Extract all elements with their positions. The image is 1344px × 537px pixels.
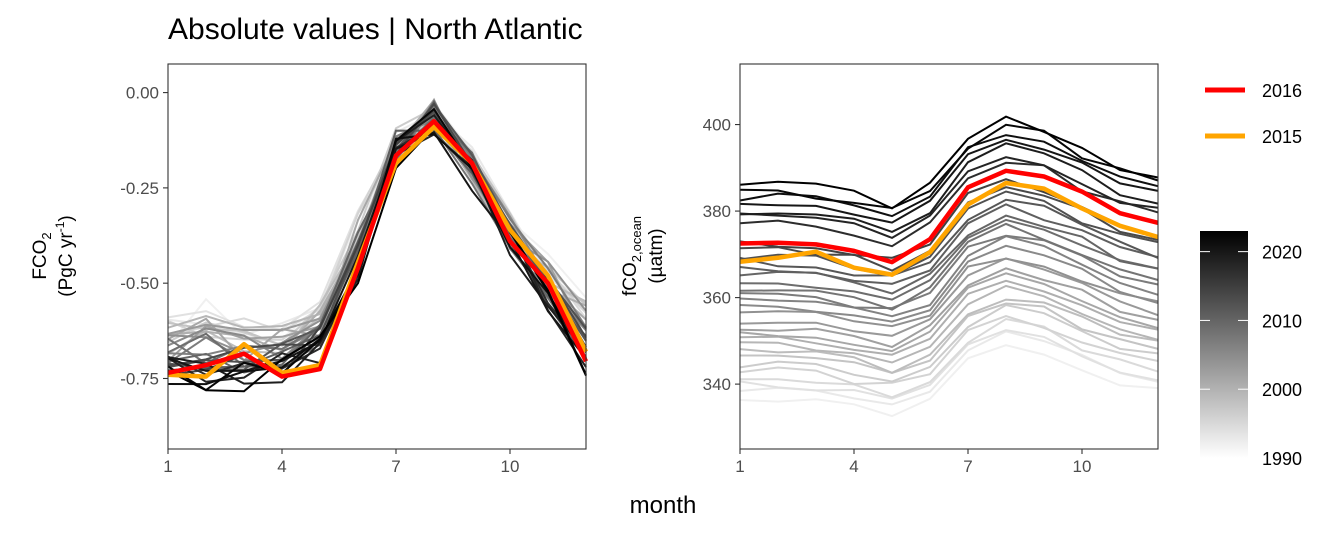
x-tick-label: 4 (277, 457, 286, 476)
y-tick-label: -0.50 (120, 274, 159, 293)
year-line (739, 203, 1159, 285)
colorbar-ticks: 2020 2010 2000 1990 (1200, 243, 1302, 469)
series-line-2016 (739, 168, 1159, 265)
year-line (167, 126, 587, 393)
series-line-2015 (739, 180, 1159, 277)
fco2-x-ticks: 1 4 7 10 (163, 449, 519, 476)
fco2-y-label-line1: FCO2 (30, 232, 54, 279)
year-line (739, 257, 1159, 337)
x-tick-label: 4 (849, 457, 858, 476)
series-line-2016 (167, 118, 589, 379)
year-line (739, 222, 1159, 311)
year-colorbar (1200, 231, 1248, 458)
panel-fco2-ocean: 400 380 360 340 1 4 7 10 fCO2,ocean (µatm) (620, 63, 1159, 476)
year-line (739, 329, 1159, 400)
fco2-series-lines (167, 97, 589, 393)
year-line (739, 272, 1159, 353)
year-line (167, 105, 587, 335)
year-line (739, 138, 1159, 224)
year-line (739, 134, 1159, 218)
panel-fco2: 0.00 -0.25 -0.50 -0.75 1 4 7 10 FCO2 (PgC yr-1… (30, 63, 589, 476)
fco2-ocean-y-label-line2: (µatm) (646, 228, 667, 283)
y-tick-label: -0.75 (120, 369, 159, 388)
year-line (739, 344, 1159, 418)
y-tick-label: 0.00 (126, 84, 159, 103)
year-line (739, 330, 1159, 406)
fco2-ocean-x-ticks: 1 4 7 10 (735, 449, 1091, 476)
year-line (739, 190, 1159, 277)
legend-label-2016: 2016 (1262, 81, 1302, 101)
legend: 2016 2015 2020 2010 2000 1990 (1200, 81, 1302, 469)
x-tick-label: 1 (163, 457, 172, 476)
year-line (739, 142, 1159, 233)
year-line (739, 298, 1159, 374)
year-line (739, 284, 1159, 364)
year-line (739, 235, 1159, 318)
year-line (739, 198, 1159, 277)
year-line (739, 315, 1159, 386)
y-tick-label: -0.25 (120, 179, 159, 198)
fco2-y-label-line2: (PgC yr-1) (53, 215, 77, 296)
y-tick-label: 400 (703, 116, 731, 135)
fco2-ocean-panel-border (739, 63, 1159, 450)
year-line (739, 115, 1159, 210)
x-tick-label: 10 (1073, 457, 1092, 476)
year-line (739, 244, 1159, 323)
chart-title: Absolute values | North Atlantic (168, 13, 583, 46)
colorbar-label: 1990 (1262, 449, 1302, 469)
legend-label-2015: 2015 (1262, 127, 1302, 147)
y-tick-label: 340 (703, 375, 731, 394)
fco2-ocean-y-ticks: 400 380 360 340 (703, 116, 740, 394)
colorbar-label: 2020 (1262, 243, 1302, 263)
year-line (739, 123, 1159, 210)
year-line (739, 156, 1159, 240)
year-line (739, 267, 1159, 349)
year-line (739, 218, 1159, 301)
x-tick-label: 7 (391, 457, 400, 476)
fco2-ocean-y-label-line1: fCO2,ocean (620, 216, 644, 296)
x-axis-label: month (630, 492, 697, 519)
x-tick-label: 7 (963, 457, 972, 476)
colorbar-label: 2000 (1262, 380, 1302, 400)
fco2-panel-border (167, 63, 587, 450)
colorbar-label: 2010 (1262, 311, 1302, 331)
fco2-ocean-series-lines (739, 115, 1159, 418)
x-tick-label: 1 (735, 457, 744, 476)
y-tick-label: 360 (703, 289, 731, 308)
year-line (739, 303, 1159, 383)
y-tick-label: 380 (703, 202, 731, 221)
year-line (739, 279, 1159, 356)
fco2-y-ticks: 0.00 -0.25 -0.50 -0.75 (120, 84, 168, 388)
year-line (739, 302, 1159, 374)
year-line (739, 234, 1159, 310)
year-line (739, 317, 1159, 399)
x-tick-label: 10 (501, 457, 520, 476)
